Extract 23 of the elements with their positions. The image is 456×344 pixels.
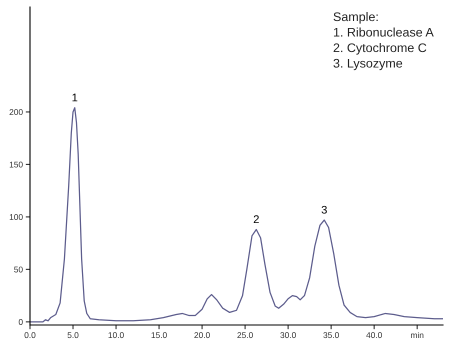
x-tick-label: 35.0 [323, 332, 339, 338]
x-tick-label: min [411, 332, 424, 338]
x-tick-label: 20.0 [194, 332, 210, 338]
annotation: 2 [254, 215, 259, 224]
x-tick-label: 10.0 [108, 332, 124, 338]
annotation: 1. Ribonuclease A [334, 28, 434, 37]
x-tick-label: 5.0 [68, 332, 78, 338]
annotation: 1 [72, 94, 78, 102]
y-tick-label: 0 [18, 319, 23, 325]
annotation: 3 [322, 206, 327, 214]
x-tick-label: 25.0 [237, 332, 253, 338]
y-tick-label: 100 [10, 214, 23, 220]
annotation: Sample: [334, 12, 378, 24]
x-tick-label: 40.0 [366, 332, 382, 338]
line-series [30, 107, 443, 322]
x-tick-label: 0.0 [24, 332, 36, 338]
x-tick-label: 30.0 [280, 332, 296, 338]
y-tick-label: 50 [14, 266, 23, 272]
annotation: 2. Cytochrome C [334, 43, 426, 55]
y-tick-label: 150 [10, 162, 23, 168]
y-tick-label: 200 [10, 109, 23, 116]
annotation: 3. Lysozyme [333, 58, 402, 70]
x-tick-label: 15.0 [152, 332, 167, 338]
